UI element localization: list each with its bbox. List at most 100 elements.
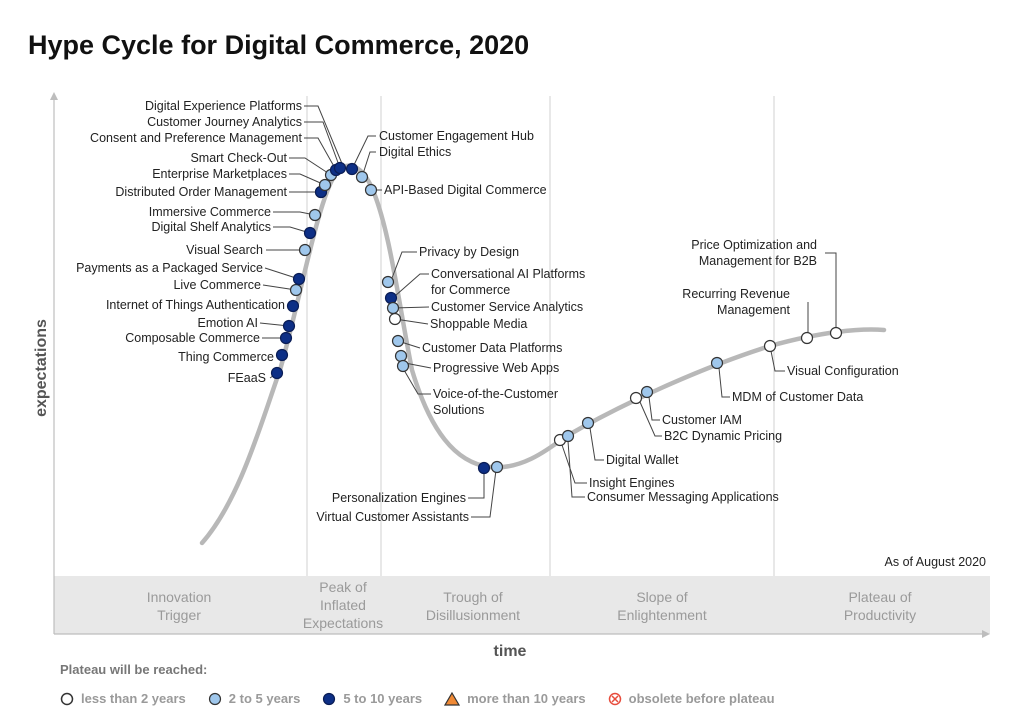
phase-label-line: Slope of xyxy=(636,589,687,605)
leader-line xyxy=(639,401,662,437)
tech-marker-privacy-by-design xyxy=(381,275,395,289)
tech-label-thing-commerce: Thing Commerce xyxy=(178,350,274,364)
tech-marker-customer-data-platforms xyxy=(391,334,405,348)
phase-label-line: Expectations xyxy=(303,615,383,631)
tech-marker-customer-service-analytics xyxy=(386,301,400,315)
leader-line xyxy=(304,121,341,169)
tech-label-customer-engagement-hub: Customer Engagement Hub xyxy=(379,129,534,143)
tech-marker-digital-ethics xyxy=(355,170,369,184)
tech-marker-consumer-messaging-applications xyxy=(561,429,575,443)
legend-label: less than 2 years xyxy=(81,691,186,706)
tech-marker-emotion-ai xyxy=(282,319,296,333)
tech-marker-mdm-of-customer-data xyxy=(710,356,724,370)
phase-label-line: Trough of xyxy=(443,589,503,605)
tech-label-internet-of-things-authentication: Internet of Things Authentication xyxy=(106,298,285,312)
phase-label: Slope of Enlightenment xyxy=(617,589,707,623)
tech-label-price-optimization-and-management-for-b2b: Price Optimization and Management for B2B xyxy=(691,238,817,268)
tech-label-virtual-customer-assistants: Virtual Customer Assistants xyxy=(316,510,469,524)
phase-label-line: Plateau of xyxy=(848,589,911,605)
circle-dark-blue-icon xyxy=(323,692,336,705)
tech-marker-payments-as-a-packaged-service xyxy=(292,272,306,286)
leader-line xyxy=(273,226,311,234)
phase-label: Trough of Disillusionment xyxy=(426,589,520,623)
tech-marker-voice-of-the-customer-solutions xyxy=(396,359,410,373)
leader-line xyxy=(825,252,837,329)
tech-marker-customer-iam xyxy=(640,385,654,399)
legend-item-5-to-10: 5 to 10 years xyxy=(322,691,422,706)
tech-marker-shoppable-media xyxy=(388,312,402,326)
leader-lines xyxy=(259,105,837,518)
leader-line xyxy=(567,440,585,498)
legend-items: less than 2 years 2 to 5 years 5 to 10 y… xyxy=(60,691,1000,706)
tech-marker-api-based-digital-commerce xyxy=(364,183,378,197)
legend-label: more than 10 years xyxy=(467,691,586,706)
phase-label-line: Enlightenment xyxy=(617,607,707,623)
leader-line xyxy=(468,468,485,499)
tech-label-progressive-web-apps: Progressive Web Apps xyxy=(433,361,559,375)
tech-marker-digital-experience-platforms xyxy=(333,161,347,175)
tech-marker-virtual-customer-assistants xyxy=(490,460,504,474)
tech-marker-live-commerce xyxy=(289,283,303,297)
phase-label-line: Productivity xyxy=(844,607,916,623)
tech-label-digital-ethics: Digital Ethics xyxy=(379,145,451,159)
phase-label: Plateau of Productivity xyxy=(844,589,916,623)
leader-line xyxy=(289,173,326,186)
leader-line xyxy=(361,151,376,178)
tech-label-digital-wallet: Digital Wallet xyxy=(606,453,679,467)
tech-label-digital-shelf-analytics: Digital Shelf Analytics xyxy=(151,220,271,234)
tech-label-customer-iam: Customer IAM xyxy=(662,413,742,427)
tech-label-personalization-engines: Personalization Engines xyxy=(332,491,466,505)
y-axis-arrow-icon xyxy=(50,92,58,100)
legend-item-less-than-2: less than 2 years xyxy=(60,691,186,706)
leader-line xyxy=(589,427,604,461)
technology-labels: FEaaS Thing Commerce Composable CommerceEm… xyxy=(76,99,899,524)
tech-label-smart-check-out: Smart Check-Out xyxy=(190,151,287,165)
tech-label-recurring-revenue-management: Recurring Revenue Management xyxy=(682,287,790,317)
tech-label-customer-service-analytics: Customer Service Analytics xyxy=(431,300,583,314)
leader-line xyxy=(718,367,730,398)
tech-label-enterprise-marketplaces: Enterprise Marketplaces xyxy=(152,167,287,181)
tech-label-live-commerce: Live Commerce xyxy=(173,278,261,292)
circle-empty-icon xyxy=(60,692,74,705)
leader-line xyxy=(391,251,417,279)
tech-label-mdm-of-customer-data: MDM of Customer Data xyxy=(732,390,863,404)
tech-label-insight-engines: Insight Engines xyxy=(589,476,674,490)
leader-line xyxy=(304,137,337,171)
tech-label-customer-data-platforms: Customer Data Platforms xyxy=(422,341,562,355)
leader-line xyxy=(648,396,660,421)
tech-label-voice-of-the-customer-solutions: Voice-of-the-Customer Solutions xyxy=(433,387,558,417)
tech-marker-feaas xyxy=(270,366,284,380)
tech-label-emotion-ai: Emotion AI xyxy=(198,316,258,330)
phase-label-line: Inflated xyxy=(320,597,366,613)
tech-label-visual-search: Visual Search xyxy=(186,243,263,257)
tech-label-immersive-commerce: Immersive Commerce xyxy=(149,205,271,219)
tech-marker-thing-commerce xyxy=(275,348,289,362)
tech-marker-b2c-dynamic-pricing xyxy=(629,391,643,405)
leader-line xyxy=(471,469,497,518)
tech-marker-digital-wallet xyxy=(581,416,595,430)
tech-label-composable-commerce: Composable Commerce xyxy=(125,331,260,345)
x-axis-title: time xyxy=(494,643,527,660)
legend: Plateau will be reached: less than 2 yea… xyxy=(60,662,1000,706)
tech-label-digital-experience-platforms: Digital Experience Platforms xyxy=(145,99,302,113)
tech-label-customer-journey-analytics: Customer Journey Analytics xyxy=(147,115,302,129)
leader-line xyxy=(351,135,376,170)
crossed-circle-icon xyxy=(608,692,621,705)
legend-label: 5 to 10 years xyxy=(343,691,423,706)
tech-marker-price-optimization-and-management-for-b2b xyxy=(829,326,843,340)
phase-band xyxy=(54,576,990,634)
phase-label: Innovation Trigger xyxy=(147,589,212,623)
phase-label-line: Innovation xyxy=(147,589,212,605)
phase-label-line: Peak of xyxy=(319,579,367,595)
legend-label: 2 to 5 years xyxy=(228,691,301,706)
tech-marker-visual-configuration xyxy=(763,339,777,353)
tech-marker-composable-commerce xyxy=(279,331,293,345)
tech-label-conversational-ai-platforms-for-commerce: Conversational AI Platforms for Commerce xyxy=(431,267,585,297)
phase-label-line: Disillusionment xyxy=(426,607,520,623)
hype-cycle-chart: Innovation Trigger Peak of Inflated Expecta… xyxy=(33,92,990,660)
triangle-orange-icon xyxy=(444,691,461,706)
tech-label-b2c-dynamic-pricing: B2C Dynamic Pricing xyxy=(664,429,782,443)
tech-marker-progressive-web-apps xyxy=(394,349,408,363)
as-of-label: As of August 2020 xyxy=(885,555,987,569)
tech-label-feaas: FEaaS xyxy=(228,371,266,385)
